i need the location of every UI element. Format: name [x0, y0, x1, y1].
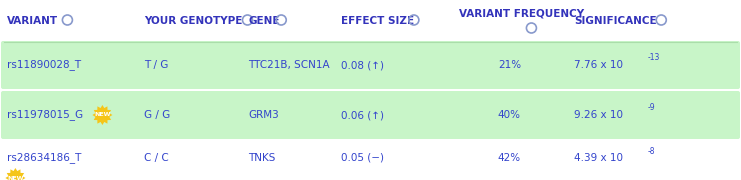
- Text: G / G: G / G: [144, 110, 170, 120]
- Text: GRM3: GRM3: [248, 110, 279, 120]
- Text: 7.76 x 10: 7.76 x 10: [574, 60, 623, 70]
- Text: GENE: GENE: [248, 16, 280, 26]
- Text: rs11978015_G: rs11978015_G: [7, 110, 84, 120]
- Text: 9.26 x 10: 9.26 x 10: [574, 110, 623, 120]
- Text: -13: -13: [648, 53, 659, 62]
- Text: TNKS: TNKS: [248, 153, 276, 163]
- Text: 0.06 (↑): 0.06 (↑): [341, 110, 384, 120]
- Text: YOUR GENOTYPE: YOUR GENOTYPE: [144, 16, 243, 26]
- Text: rs11890028_T: rs11890028_T: [7, 60, 82, 70]
- Text: TTC21B, SCN1A: TTC21B, SCN1A: [248, 60, 330, 70]
- Text: 0.08 (↑): 0.08 (↑): [341, 60, 384, 70]
- Text: VARIANT FREQUENCY: VARIANT FREQUENCY: [459, 8, 585, 18]
- Text: NEW: NEW: [94, 112, 110, 118]
- Text: 4.39 x 10: 4.39 x 10: [574, 153, 623, 163]
- Text: 0.05 (−): 0.05 (−): [341, 153, 384, 163]
- Text: T / G: T / G: [144, 60, 169, 70]
- Text: -9: -9: [648, 103, 655, 112]
- Text: SIGNIFICANCE: SIGNIFICANCE: [574, 16, 657, 26]
- Text: 42%: 42%: [498, 153, 521, 163]
- Text: 40%: 40%: [498, 110, 521, 120]
- Text: NEW: NEW: [7, 176, 24, 180]
- FancyBboxPatch shape: [1, 41, 740, 89]
- Polygon shape: [93, 105, 113, 125]
- Text: 21%: 21%: [498, 60, 521, 70]
- FancyBboxPatch shape: [1, 91, 740, 139]
- Text: C / C: C / C: [144, 153, 169, 163]
- Text: -8: -8: [648, 147, 655, 156]
- Text: VARIANT: VARIANT: [7, 16, 59, 26]
- Text: EFFECT SIZE: EFFECT SIZE: [341, 16, 414, 26]
- Text: rs28634186_T: rs28634186_T: [7, 152, 82, 163]
- Polygon shape: [5, 168, 25, 180]
